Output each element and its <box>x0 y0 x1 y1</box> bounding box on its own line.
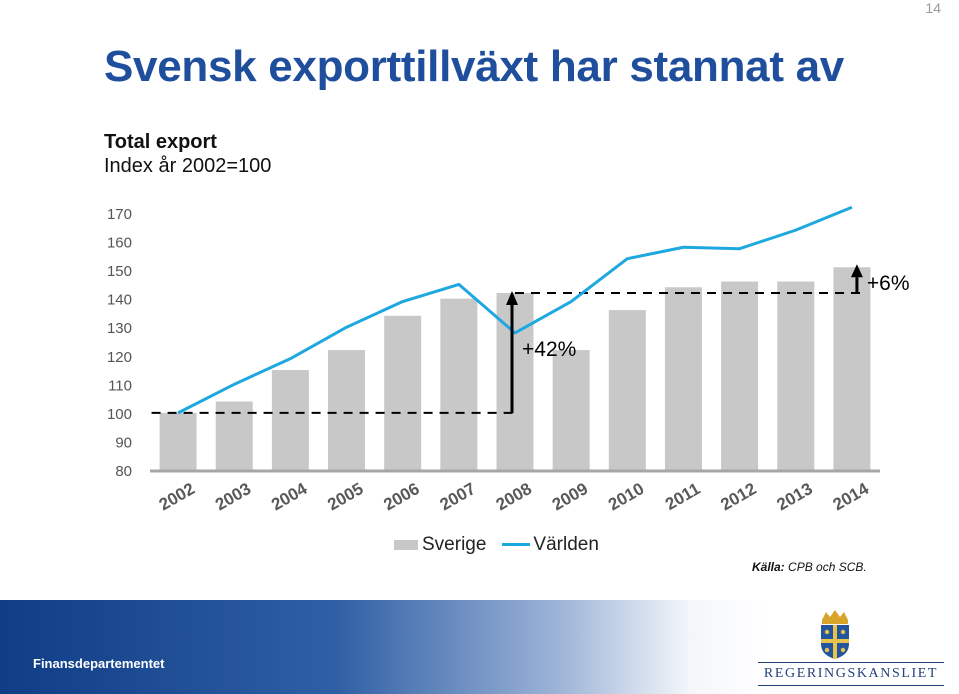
x-tick-label: 2005 <box>324 479 366 514</box>
x-tick-label: 2014 <box>830 479 873 515</box>
y-tick-label: 90 <box>115 434 132 451</box>
arrow-head-6 <box>850 264 863 278</box>
bar-2011 <box>664 287 702 470</box>
annotation-6: +6% <box>867 272 910 295</box>
x-tick-label: 2006 <box>380 479 422 514</box>
source-label: Källa: <box>752 560 785 574</box>
chart-legend: Sverige Världen <box>394 534 599 556</box>
x-tick-label: 2009 <box>549 479 591 514</box>
arrow-head-42 <box>506 290 518 305</box>
series-line-varlden <box>177 205 853 415</box>
bar-2012 <box>721 281 759 470</box>
x-tick-label: 2007 <box>437 479 479 514</box>
x-tick-label: 2010 <box>605 479 647 514</box>
bar-2003 <box>215 401 253 470</box>
bar-2013 <box>777 281 815 470</box>
y-tick-label: 120 <box>107 349 132 366</box>
y-tick-label: 170 <box>107 206 132 223</box>
legend-swatch-sverige <box>394 539 418 550</box>
bar-2002 <box>159 412 197 470</box>
x-tick-label: 2003 <box>212 479 254 514</box>
x-tick-label: 2008 <box>493 479 535 514</box>
bar-2014 <box>833 267 871 470</box>
source-note: Källa: CPB och SCB. <box>752 560 867 574</box>
y-tick-label: 110 <box>108 377 132 394</box>
y-tick-label: 140 <box>107 292 132 309</box>
x-tick-label: 2002 <box>156 479 198 514</box>
bar-2006 <box>384 315 422 470</box>
bar-2005 <box>328 350 366 470</box>
crown-crest-icon <box>821 610 849 659</box>
bar-2009 <box>552 350 590 470</box>
page-number: 14 <box>925 0 941 16</box>
y-tick-label: 80 <box>115 463 132 480</box>
page-title: Svensk exporttillväxt har stannat av <box>104 42 844 91</box>
legend-label-varlden: Världen <box>533 534 599 555</box>
bar-2007 <box>440 298 478 470</box>
bar-2008 <box>496 292 534 470</box>
subtitle-line-2: Index år 2002=100 <box>104 155 272 177</box>
legend-label-sverige: Sverige <box>422 534 487 555</box>
x-tick-label: 2011 <box>662 479 703 514</box>
bar-2010 <box>608 310 646 470</box>
footer-band <box>0 600 959 694</box>
export-chart: 80 90 100 110 120 130 140 150 160 170 2002 2003 2004… <box>107 205 910 515</box>
x-tick-label: 2004 <box>268 479 311 515</box>
organization-name: REGERINGSKANSLIET <box>758 662 944 686</box>
legend-swatch-varlden <box>502 543 531 547</box>
x-tick-label: 2012 <box>717 479 759 514</box>
subtitle-line-1: Total export <box>104 131 217 153</box>
y-tick-label: 150 <box>107 263 132 280</box>
y-tick-label: 160 <box>107 235 132 252</box>
chart-subtitle: Total export Index år 2002=100 <box>104 130 271 178</box>
y-tick-label: 130 <box>107 320 132 337</box>
footer-department: Finansdepartementet <box>33 656 165 671</box>
annotation-42: +42% <box>522 338 576 361</box>
x-tick-label: 2013 <box>774 479 816 514</box>
bar-2004 <box>271 370 309 470</box>
y-tick-label: 100 <box>107 406 132 423</box>
source-text: CPB och SCB. <box>784 560 867 574</box>
